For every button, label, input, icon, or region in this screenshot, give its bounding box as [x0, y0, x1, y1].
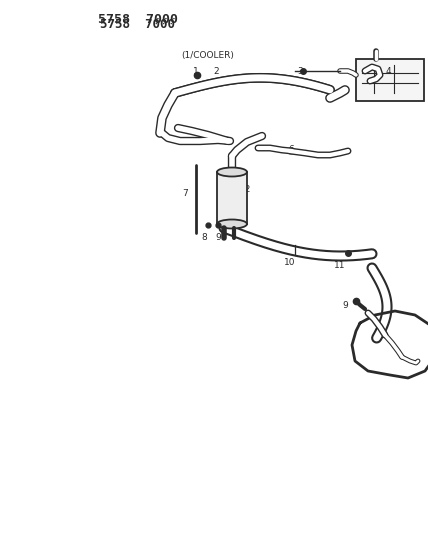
- Text: (1/COOLER): (1/COOLER): [181, 51, 235, 60]
- Text: 10: 10: [284, 258, 296, 267]
- Text: 5758  7000: 5758 7000: [101, 18, 175, 31]
- Text: 12: 12: [240, 185, 252, 194]
- Text: 3: 3: [297, 67, 303, 76]
- Bar: [217, 172, 247, 224]
- Text: 5758  7000: 5758 7000: [98, 13, 178, 26]
- Text: 11: 11: [334, 261, 346, 270]
- Text: 9: 9: [215, 233, 221, 242]
- Text: 4: 4: [385, 67, 391, 76]
- Text: 1: 1: [193, 67, 199, 76]
- Ellipse shape: [217, 167, 247, 176]
- Ellipse shape: [217, 220, 247, 229]
- Text: 6: 6: [288, 146, 294, 155]
- Text: 9: 9: [342, 301, 348, 310]
- Text: 2: 2: [213, 67, 219, 76]
- Bar: [356, 59, 424, 101]
- Text: 8: 8: [201, 233, 207, 242]
- Text: 7: 7: [182, 189, 188, 198]
- Text: 5: 5: [242, 139, 248, 148]
